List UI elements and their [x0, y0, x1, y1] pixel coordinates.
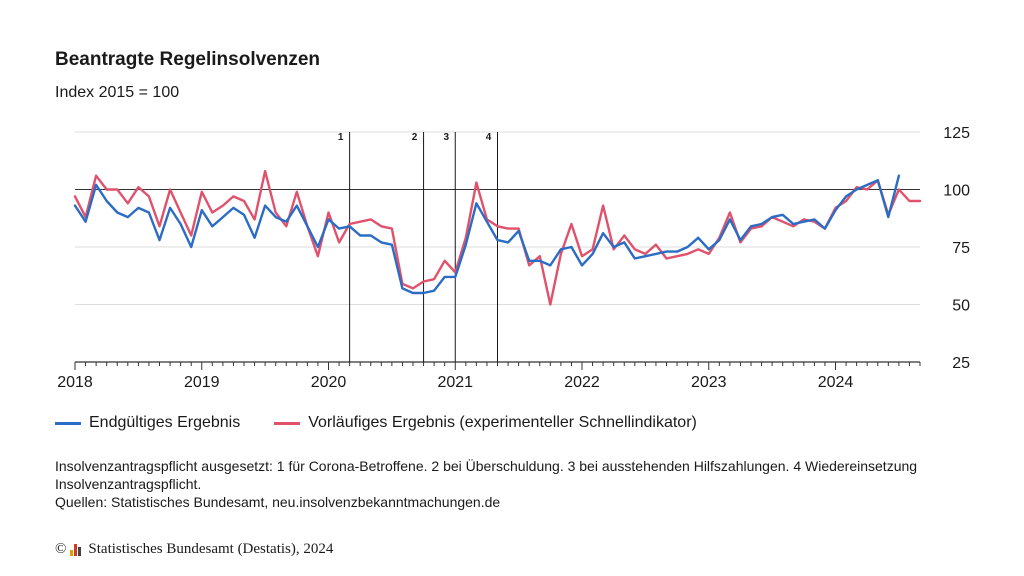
event-label-3: 3 [443, 132, 449, 143]
x-tick-label-2018: 2018 [57, 374, 93, 391]
chart-notes: Insolvenzantragspflicht ausgesetzt: 1 fü… [55, 457, 935, 511]
chart-legend: Endgültiges Ergebnis Vorläufiges Ergebni… [55, 414, 697, 432]
event-label-2: 2 [412, 132, 418, 143]
y-tick-label-25: 25 [952, 355, 970, 372]
legend-item-final[interactable]: Endgültiges Ergebnis [55, 414, 240, 432]
series-line-preliminary [73, 169, 922, 306]
footer-text[interactable]: Statistisches Bundesamt (Destatis), 2024 [88, 541, 334, 557]
legend-label-final: Endgültiges Ergebnis [89, 414, 241, 431]
y-tick-label-125: 125 [943, 125, 970, 142]
x-tick-label-2019: 2019 [184, 374, 220, 391]
chart-subtitle: Index 2015 = 100 [55, 84, 180, 101]
legend-swatch-final [55, 421, 81, 425]
notes-events: Insolvenzantragspflicht ausgesetzt: 1 fü… [55, 458, 918, 492]
line-chart: 25 50 75 100 125 2018 2019 2020 2021 2022 2023 2024… [57, 125, 970, 391]
x-tick-label-2024: 2024 [818, 374, 854, 391]
event-label-4: 4 [486, 132, 492, 143]
legend-item-preliminary[interactable]: Vorläufiges Ergebnis (experimenteller Sc… [274, 414, 697, 432]
destatis-logo-icon [70, 543, 82, 556]
x-tick-label-2022: 2022 [564, 374, 600, 391]
y-tick-label-50: 50 [952, 298, 970, 315]
legend-label-preliminary: Vorläufiges Ergebnis (experimenteller Sc… [308, 414, 697, 431]
x-tick-label-2020: 2020 [311, 374, 347, 391]
legend-swatch-preliminary [274, 421, 301, 425]
copyright-symbol: © [55, 541, 67, 557]
chart-title: Beantragte Regelinsolvenzen [55, 49, 321, 70]
x-tick-label-2021: 2021 [437, 374, 473, 391]
y-tick-label-100: 100 [943, 183, 970, 200]
series-line-final [73, 174, 901, 295]
x-tick-label-2023: 2023 [691, 374, 727, 391]
y-tick-label-75: 75 [952, 240, 970, 257]
footer: © Statistisches Bundesamt (Destatis), 20… [55, 541, 333, 558]
notes-sources: Quellen: Statistisches Bundesamt, neu.in… [55, 494, 501, 510]
event-label-1: 1 [338, 132, 344, 143]
